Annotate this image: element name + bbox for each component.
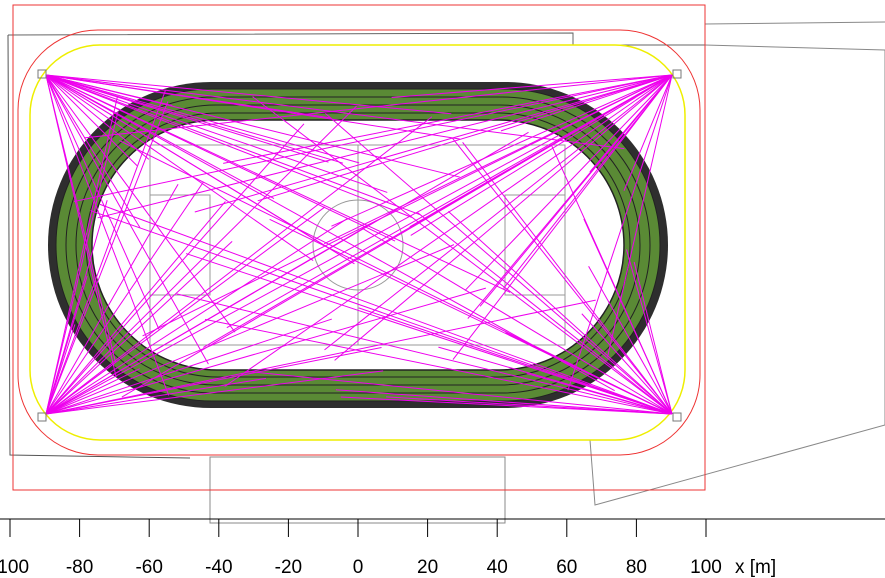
x-tick-label: -20 xyxy=(275,557,302,578)
x-tick-label: 100 xyxy=(690,557,722,578)
site-plan: x [m] -100 -80 -60 -40 -20 0 20 40 60 80 100 xyxy=(0,0,885,578)
x-tick-label: 0 xyxy=(353,557,364,578)
drawing xyxy=(0,5,885,523)
x-tick-label: -100 xyxy=(0,557,29,578)
x-tick-label: 40 xyxy=(487,557,508,578)
x-tick-label: 80 xyxy=(626,557,647,578)
x-axis: x [m] -100 -80 -60 -40 -20 0 20 40 60 80 100 xyxy=(0,519,776,578)
x-tick-label: -60 xyxy=(135,557,162,578)
x-tick-label: -80 xyxy=(66,557,93,578)
boundary-line xyxy=(705,22,885,24)
axis-label: x [m] xyxy=(735,557,776,578)
boundary-line xyxy=(8,33,705,45)
light-pole xyxy=(673,413,681,421)
x-tick-label: 60 xyxy=(556,557,577,578)
x-tick-label: -40 xyxy=(205,557,232,578)
x-tick-label: 20 xyxy=(417,557,438,578)
